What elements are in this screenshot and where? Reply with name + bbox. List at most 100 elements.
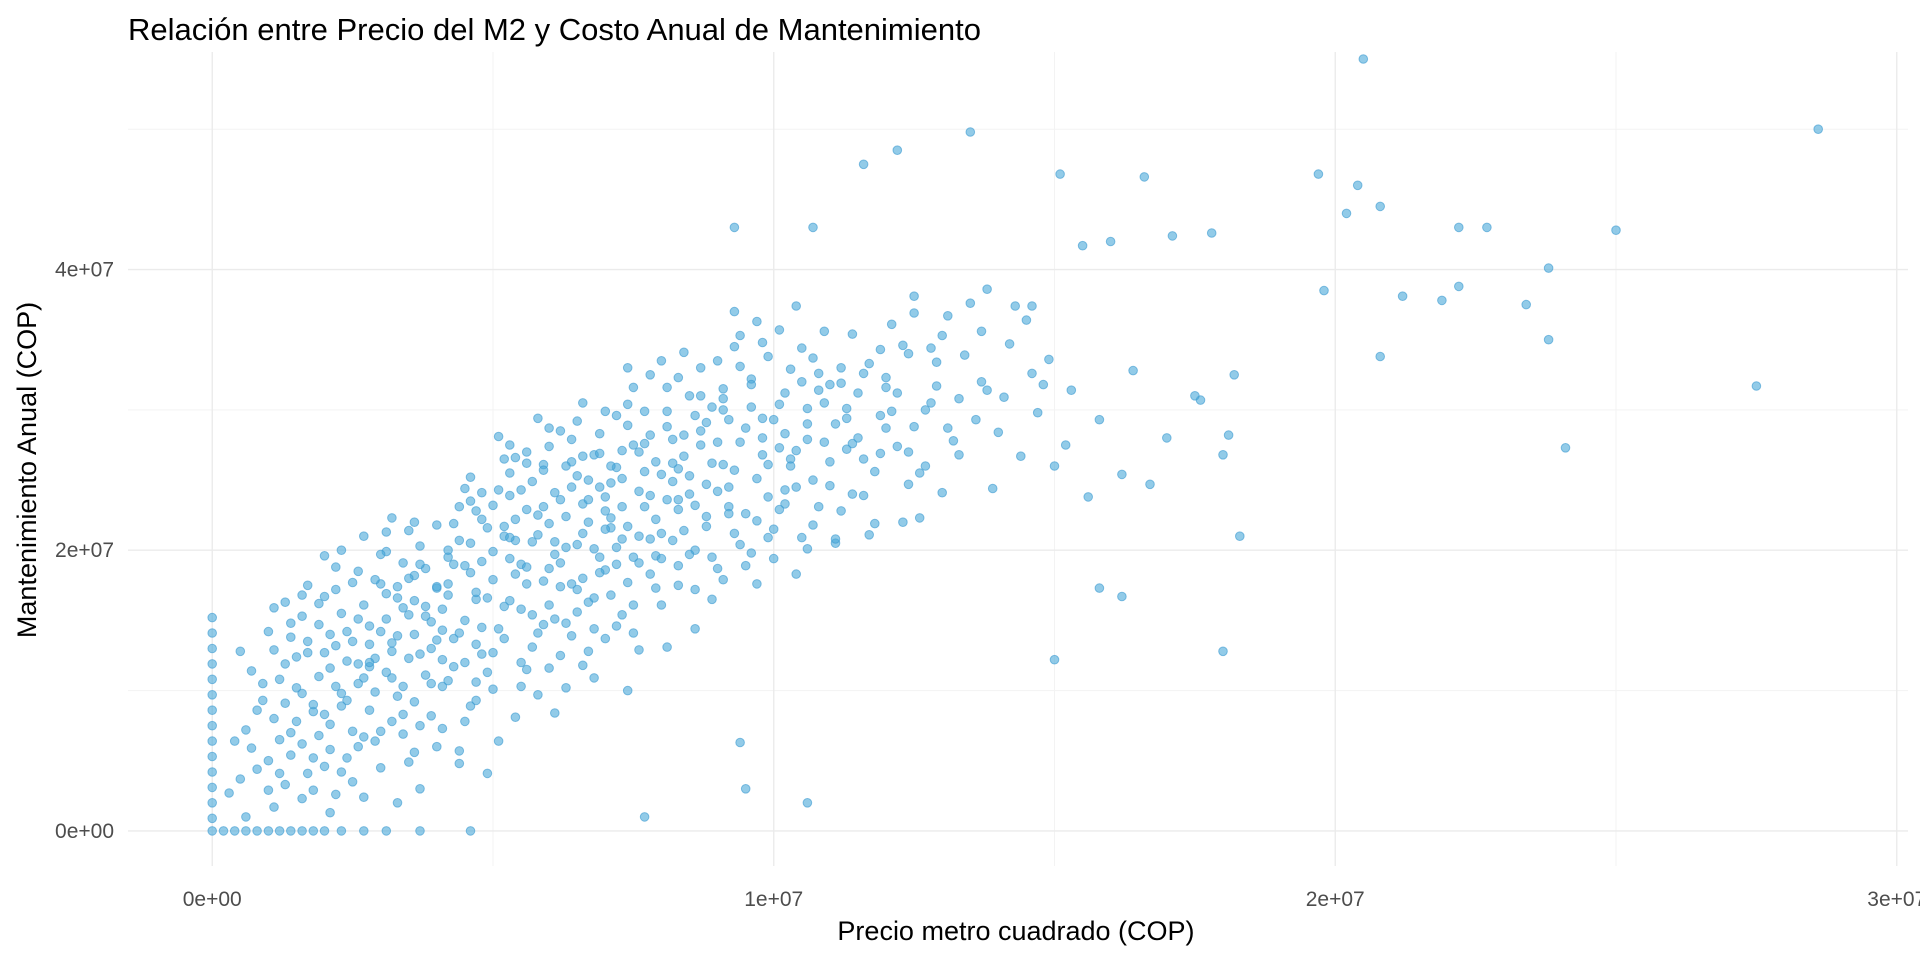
data-point — [454, 746, 465, 756]
data-point — [426, 617, 437, 627]
data-point — [527, 476, 538, 487]
data-point — [611, 542, 622, 553]
data-point — [207, 813, 217, 824]
data-point — [336, 688, 347, 699]
data-point — [937, 487, 948, 498]
data-point — [583, 494, 594, 505]
data-point — [477, 622, 487, 633]
data-point — [881, 382, 891, 393]
data-point — [819, 326, 830, 337]
data-point — [359, 673, 369, 683]
data-point — [1038, 379, 1049, 390]
data-point — [274, 734, 285, 745]
data-point — [443, 579, 453, 589]
data-point — [1117, 469, 1127, 480]
data-point — [510, 514, 521, 525]
data-point — [639, 406, 650, 417]
data-point — [628, 382, 639, 393]
data-point — [914, 513, 925, 523]
data-point — [639, 438, 650, 449]
data-point — [505, 468, 515, 478]
data-point — [611, 410, 622, 421]
data-point — [235, 646, 246, 657]
data-point — [544, 563, 554, 574]
data-point — [246, 743, 257, 753]
data-point — [538, 465, 549, 476]
data-point — [881, 372, 891, 383]
data-point — [325, 719, 335, 730]
data-point — [263, 785, 274, 796]
data-point — [892, 145, 903, 155]
data-point — [465, 496, 476, 506]
data-point — [752, 473, 762, 484]
data-point — [510, 452, 521, 463]
data-point — [471, 587, 481, 598]
data-point — [695, 440, 706, 450]
data-point — [263, 626, 274, 637]
data-point — [207, 736, 217, 746]
data-point — [246, 666, 257, 676]
data-point — [269, 603, 279, 613]
data-point — [600, 406, 611, 417]
data-point — [499, 454, 510, 464]
data-point — [870, 518, 880, 529]
data-point — [959, 350, 970, 360]
data-point — [679, 430, 689, 440]
data-point — [931, 357, 942, 368]
data-point — [583, 646, 594, 657]
data-point — [628, 628, 639, 638]
data-point — [780, 499, 790, 509]
data-point — [690, 584, 700, 595]
data-point — [858, 159, 869, 170]
data-point — [533, 413, 543, 424]
data-point — [740, 560, 751, 571]
data-point — [802, 419, 813, 429]
data-point — [993, 427, 1004, 438]
data-point — [785, 461, 796, 471]
data-point — [241, 826, 251, 836]
data-point — [813, 501, 824, 512]
data-point — [1235, 531, 1245, 542]
data-point — [263, 755, 274, 766]
data-point — [555, 494, 566, 505]
data-point — [291, 716, 302, 727]
data-point — [561, 461, 571, 471]
data-point — [404, 610, 414, 620]
data-point — [673, 504, 684, 515]
data-point — [903, 479, 914, 490]
x-tick-label: 1e+07 — [744, 888, 803, 911]
data-point — [1083, 492, 1093, 502]
data-point — [471, 639, 481, 650]
data-point — [370, 574, 380, 585]
data-point — [791, 569, 802, 579]
data-point — [521, 664, 532, 675]
data-point — [465, 701, 476, 711]
data-point — [645, 490, 656, 501]
data-point — [757, 337, 768, 348]
data-point — [611, 559, 622, 570]
data-point — [667, 434, 678, 445]
data-point — [1190, 391, 1200, 401]
data-point — [308, 753, 319, 763]
data-point — [460, 657, 470, 668]
data-point — [359, 531, 369, 542]
data-point — [218, 826, 229, 836]
data-point — [847, 489, 858, 499]
data-point — [645, 370, 656, 380]
data-point — [976, 326, 987, 337]
data-point — [937, 330, 948, 341]
data-point — [1060, 440, 1071, 450]
data-points — [207, 54, 1823, 836]
data-point — [813, 368, 824, 379]
data-point — [437, 604, 448, 615]
data-point — [415, 559, 425, 570]
data-point — [735, 437, 745, 448]
data-point — [1117, 591, 1127, 602]
data-point — [926, 398, 936, 408]
data-point — [550, 487, 560, 498]
data-point — [673, 494, 684, 505]
data-point — [555, 581, 566, 592]
data-point — [1049, 461, 1060, 471]
data-point — [797, 377, 807, 387]
data-point — [729, 222, 740, 233]
